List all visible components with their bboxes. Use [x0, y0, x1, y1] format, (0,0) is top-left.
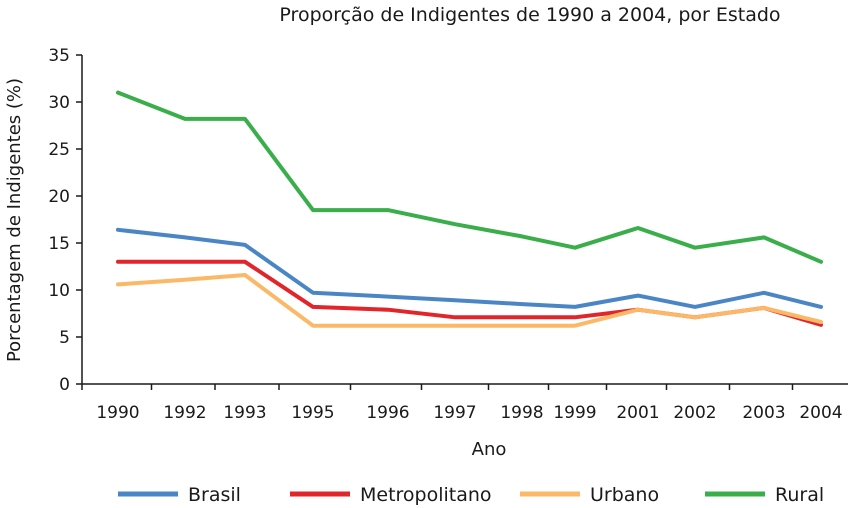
- axes: [81, 55, 848, 385]
- y-tick-label: 35: [48, 46, 70, 66]
- series-lines: [116, 90, 823, 328]
- x-axis-ticks: 1990 1992 1993 1995 1996 1997 1998 1999 2001 2002…: [81, 384, 843, 423]
- series-line-brasil: [116, 227, 823, 309]
- y-tick-label: 25: [48, 140, 70, 160]
- y-tick-label: 5: [59, 328, 70, 348]
- series-line-rural: [116, 90, 823, 264]
- x-tick-label: 1995: [291, 403, 334, 423]
- x-tick-label: 2004: [799, 403, 842, 423]
- y-axis-ticks: 0 5 10 15 20 25 30 35: [48, 46, 82, 395]
- legend-label-brasil: Brasil: [188, 484, 241, 506]
- x-tick-label: 2002: [673, 403, 716, 423]
- x-tick-label: 1997: [433, 403, 476, 423]
- chart-title: Proporção de Indigentes de 1990 a 2004, …: [279, 4, 781, 26]
- y-tick-label: 15: [48, 234, 70, 254]
- x-axis-label: Ano: [472, 439, 507, 460]
- x-tick-label: 2001: [616, 403, 659, 423]
- legend: Brasil Metropolitano Urbano Rural: [118, 484, 824, 506]
- y-tick-label: 10: [48, 281, 70, 301]
- legend-label-rural: Rural: [775, 484, 824, 506]
- legend-label-urbano: Urbano: [590, 484, 659, 506]
- y-tick-label: 20: [48, 187, 70, 207]
- x-tick-label: 1990: [96, 403, 139, 423]
- x-tick-label: 1992: [163, 403, 206, 423]
- y-axis-label: Porcentagem de Indigentes (%): [4, 78, 25, 362]
- series-line-urbano: [116, 273, 823, 328]
- legend-label-metropolitano: Metropolitano: [360, 484, 492, 506]
- x-tick-label: 2003: [742, 403, 785, 423]
- x-tick-label: 1996: [366, 403, 409, 423]
- x-tick-label: 1999: [553, 403, 596, 423]
- x-tick-label: 1998: [500, 403, 543, 423]
- y-tick-label: 0: [59, 375, 70, 395]
- y-tick-label: 30: [48, 93, 70, 113]
- x-tick-label: 1993: [223, 403, 266, 423]
